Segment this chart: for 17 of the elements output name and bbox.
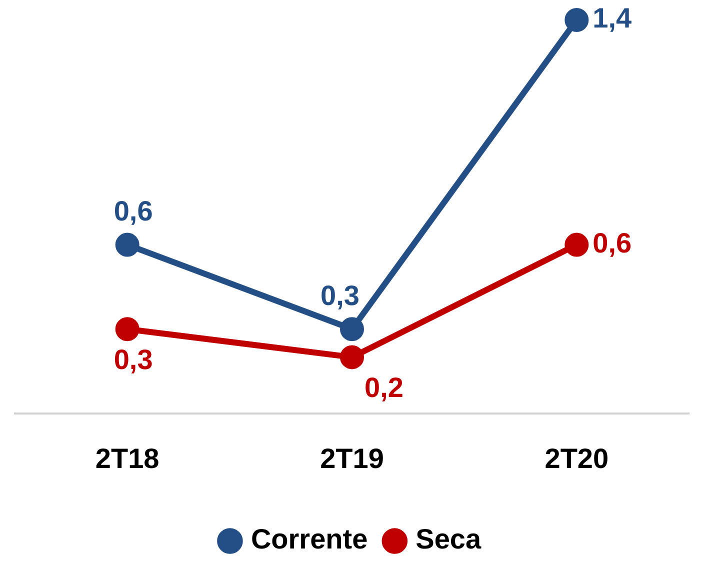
point — [340, 345, 364, 370]
point — [564, 8, 589, 32]
legend-label: Seca — [416, 524, 482, 555]
point — [564, 232, 589, 257]
point — [340, 317, 364, 342]
data-label: 0,3 — [114, 344, 153, 375]
point — [115, 317, 140, 342]
data-label: 1,4 — [592, 2, 632, 34]
x-tick-label: 2T18 — [95, 442, 160, 474]
legend-label: Corrente — [250, 524, 368, 555]
x-tick-label: 2T20 — [544, 442, 609, 474]
x-tick-label: 2T19 — [320, 442, 384, 474]
data-label: 0,6 — [114, 196, 153, 227]
data-label: 0,2 — [364, 372, 404, 403]
point — [115, 232, 140, 257]
data-label: 0,3 — [320, 280, 360, 311]
data-label: 0,6 — [592, 228, 632, 259]
